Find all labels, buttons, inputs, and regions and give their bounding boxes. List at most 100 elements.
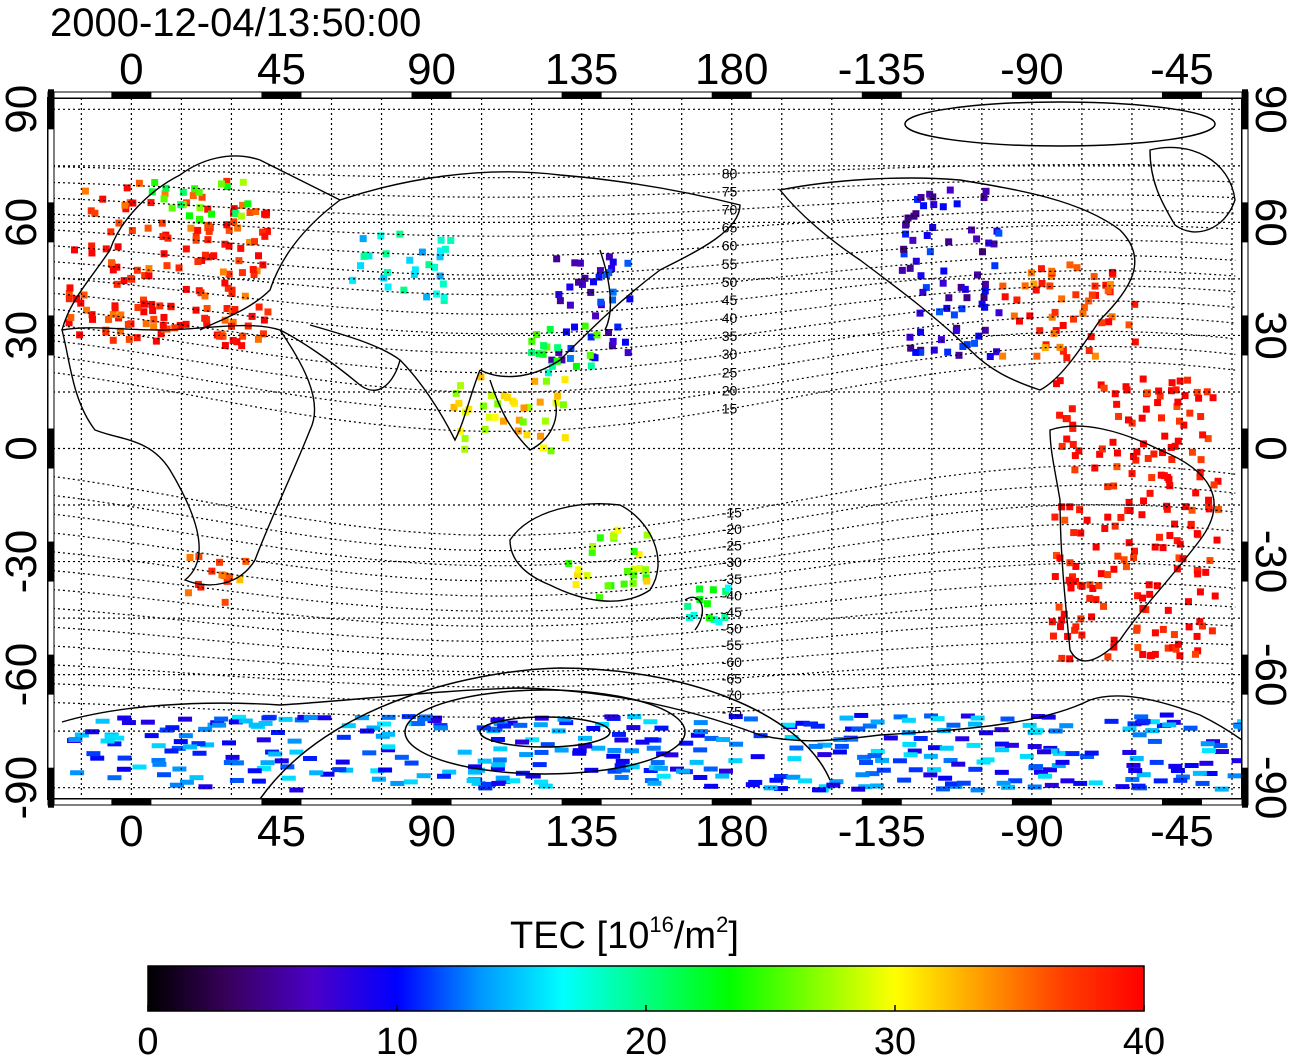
tec-cell: [66, 284, 74, 292]
tec-cell: [1109, 438, 1117, 446]
tec-cell: [203, 320, 211, 328]
tec-cell: [178, 733, 193, 739]
tec-cell: [1202, 568, 1210, 576]
frame-tick-left: [48, 315, 54, 356]
tec-cell: [592, 312, 600, 320]
tec-cell: [615, 758, 630, 764]
tec-cell: [606, 753, 621, 759]
tec-cell: [116, 327, 124, 335]
tec-cell: [565, 559, 573, 567]
frame-tick-bottom: [561, 799, 602, 805]
tec-cell: [953, 200, 961, 208]
tec-cell: [1170, 768, 1185, 774]
tec-cell: [124, 320, 132, 328]
tec-cell: [1125, 498, 1133, 506]
tec-cell: [1195, 780, 1210, 786]
tec-cell: [854, 712, 869, 718]
tec-cell: [177, 201, 185, 209]
tec-cell: [904, 214, 912, 222]
tec-cell: [1113, 463, 1121, 471]
tec-cell: [123, 184, 131, 192]
tec-cell: [728, 758, 743, 764]
tec-cell: [99, 195, 107, 203]
tec-cell: [1058, 503, 1066, 511]
tec-cell: [87, 207, 95, 215]
tec-cell: [875, 757, 890, 763]
tec-cell: [1167, 443, 1175, 451]
tec-cell: [902, 741, 917, 747]
tec-cell: [515, 739, 530, 745]
tec-cell: [929, 223, 937, 231]
tec-cell: [1132, 456, 1140, 464]
tec-cell: [703, 600, 711, 608]
tec-cell: [411, 266, 419, 274]
tec-cell: [892, 758, 907, 764]
tec-cell: [1048, 267, 1056, 275]
tec-cell: [1004, 742, 1019, 748]
frame-tick-right: [1242, 315, 1248, 356]
tec-cell: [704, 735, 719, 741]
tec-cell: [1139, 594, 1147, 602]
tec-cell: [365, 252, 373, 260]
tec-cell: [1033, 352, 1041, 360]
tec-cell: [1101, 524, 1109, 532]
tec-cell: [231, 714, 246, 720]
tec-cell: [176, 321, 184, 329]
contour-label--70: -70: [722, 687, 742, 703]
frame-tick-top: [861, 92, 902, 98]
tec-cell: [1256, 744, 1270, 749]
tec-cell: [1123, 386, 1131, 394]
tec-cell: [943, 758, 958, 764]
tec-cell: [960, 713, 975, 719]
tec-cell: [614, 323, 622, 331]
tec-cell: [1070, 315, 1078, 323]
tec-cell: [1139, 650, 1147, 658]
tec-cell: [88, 242, 96, 250]
tec-cell: [979, 730, 994, 736]
tec-cell: [995, 747, 1010, 753]
tec-cell: [85, 729, 100, 735]
tec-cell: [980, 757, 995, 763]
contour-label-35: 35: [722, 328, 738, 344]
tec-cell: [1063, 435, 1071, 443]
tec-cell: [867, 753, 882, 759]
tec-cell: [442, 769, 457, 775]
contour-label--60: -60: [722, 654, 742, 670]
tec-cell: [204, 205, 212, 213]
tec-cell: [1168, 455, 1176, 463]
right-tick-30: 30: [1246, 311, 1292, 360]
contour-line: [48, 640, 1236, 673]
tec-cell: [1206, 557, 1214, 565]
tec-cell: [973, 235, 981, 243]
contour-label--75: -75: [722, 704, 742, 720]
tec-cell: [67, 313, 75, 321]
tec-cell: [533, 331, 541, 339]
coast-arabia: [279, 324, 401, 391]
tec-cell: [930, 716, 945, 722]
contour-line: [48, 330, 1236, 394]
tec-cell: [1153, 582, 1161, 590]
tec-cell: [261, 715, 276, 721]
tec-cell: [239, 201, 247, 209]
frame-tick-bottom: [711, 799, 752, 805]
tec-cell: [1173, 777, 1188, 783]
tec-cell: [91, 209, 99, 217]
tec-cell: [1279, 750, 1292, 755]
right-tick-0: 0: [1246, 436, 1292, 460]
tec-cell: [222, 740, 237, 746]
tec-cell: [417, 716, 432, 722]
tec-cell: [539, 350, 547, 358]
tec-cell: [250, 271, 258, 279]
tec-cell: [212, 722, 227, 728]
tec-cell: [624, 349, 632, 357]
tec-cell: [1171, 442, 1179, 450]
tec-cell: [221, 316, 229, 324]
tec-cell: [581, 322, 589, 330]
tec-cell: [1138, 414, 1146, 422]
tec-cell: [201, 292, 209, 300]
axis-tick-labels: 0 45 90 135 180 -135 -90 -450 45 90 135 180 -135 -90-…: [0, 45, 1292, 856]
tec-cell: [161, 190, 169, 198]
tec-cell: [289, 749, 304, 755]
tec-cell: [1098, 319, 1106, 327]
tec-cell: [923, 232, 931, 240]
